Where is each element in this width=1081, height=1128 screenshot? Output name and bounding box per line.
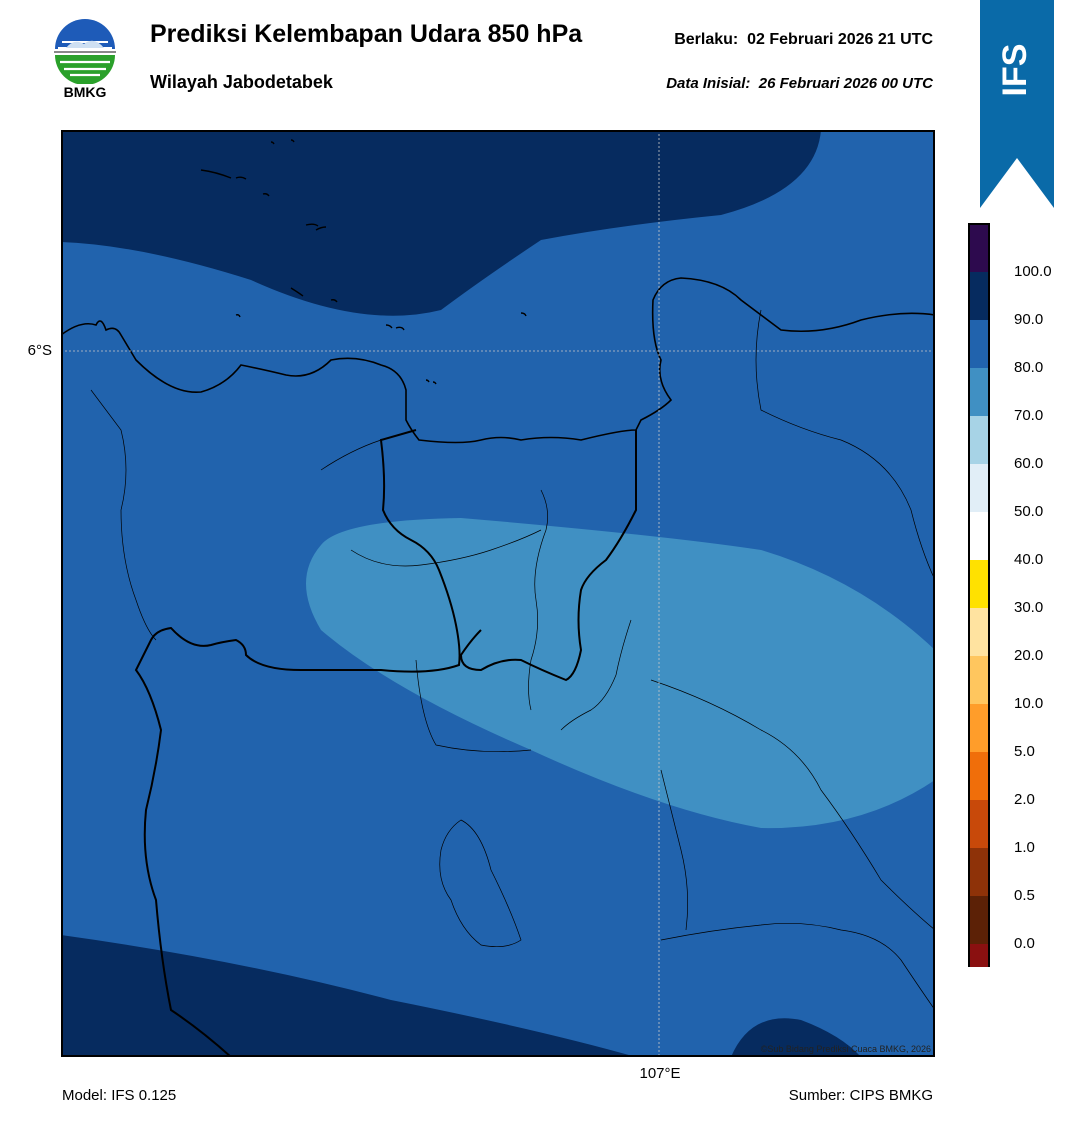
humidity-70-80-region (306, 518, 935, 829)
ribbon-shape (980, 0, 1054, 208)
valid-value: 02 Februari 2026 21 UTC (747, 31, 933, 48)
colorbar-segment (969, 560, 989, 608)
logo-text: BMKG (63, 84, 107, 100)
colorbar-segment (969, 944, 989, 967)
colorbar-label: 60.0 (1014, 455, 1044, 472)
district-boundaries (90, 309, 935, 1011)
colorbar-segment (969, 896, 989, 944)
colorbar-label: 80.0 (1014, 359, 1044, 376)
colorbar-label: 1.0 (1014, 839, 1035, 856)
latitude-label: 6°S (27, 342, 52, 359)
colorbar-label: 2.0 (1014, 791, 1035, 808)
colorbar-label: 40.0 (1014, 551, 1044, 568)
colorbar-segment (969, 464, 989, 512)
model-info: Model: IFS 0.125 (62, 1087, 177, 1104)
colorbar-label: 70.0 (1014, 407, 1044, 424)
humidity-colorbar: 100.0 90.0 80.0 70.0 60.0 50.0 40.0 30.0 20.0 10.… (968, 222, 1078, 967)
humidity-90-100-southwest-region (61, 935, 636, 1057)
colorbar-label: 20.0 (1014, 647, 1044, 664)
graticule (61, 130, 935, 1057)
colorbar-segment (969, 704, 989, 752)
valid-time: Berlaku: 02 Februari 2026 21 UTC (674, 31, 933, 49)
thousand-islands (200, 139, 527, 385)
colorbar-segment (969, 320, 989, 368)
init-value: 26 Februari 2026 00 UTC (758, 75, 933, 92)
colorbar-segment (969, 800, 989, 848)
colorbar-label: 5.0 (1014, 743, 1035, 760)
colorbar-label: 0.5 (1014, 887, 1035, 904)
colorbar-label: 30.0 (1014, 599, 1044, 616)
colorbar-segment (969, 848, 989, 896)
colorbar-segment (969, 368, 989, 416)
map-canvas (61, 130, 935, 1057)
map-subtitle: Wilayah Jabodetabek (150, 72, 333, 92)
humidity-map (61, 130, 935, 1057)
colorbar-frame (968, 223, 990, 967)
badge-text: IFS (996, 44, 1034, 97)
colorbar-segment (969, 512, 989, 560)
coastline (61, 277, 935, 444)
humidity-90-100-north-region (61, 130, 821, 316)
bmkg-logo: BMKG (52, 18, 118, 104)
ifs-badge: IFS (980, 0, 1054, 210)
colorbar-label: 90.0 (1014, 311, 1044, 328)
colorbar-scale (968, 223, 990, 967)
colorbar-label: 0.0 (1014, 935, 1035, 952)
colorbar-segment (969, 656, 989, 704)
colorbar-label: 10.0 (1014, 695, 1044, 712)
colorbar-segment (969, 224, 989, 272)
humidity-90-100-southeast-region (731, 1018, 861, 1057)
map-frame (61, 130, 935, 1057)
colorbar-segment (969, 752, 989, 800)
bmkg-emblem-icon (54, 19, 116, 85)
colorbar-segment (969, 272, 989, 320)
colorbar-label: 100.0 (1014, 263, 1052, 280)
init-label: Data Inisial: (666, 75, 751, 92)
colorbar-label: 50.0 (1014, 503, 1044, 520)
colorbar-segment (969, 608, 989, 656)
valid-label: Berlaku: (674, 31, 739, 48)
map-title: Prediksi Kelembapan Udara 850 hPa (150, 20, 583, 48)
init-time: Data Inisial: 26 Februari 2026 00 UTC (666, 75, 933, 92)
colorbar-segment (969, 416, 989, 464)
copyright-note: ©Sub Bidang Prediksi Cuaca BMKG, 2026 (760, 1044, 931, 1054)
longitude-label: 107°E (639, 1065, 681, 1082)
data-source: Sumber: CIPS BMKG (788, 1087, 933, 1104)
province-boundaries (134, 429, 637, 1057)
